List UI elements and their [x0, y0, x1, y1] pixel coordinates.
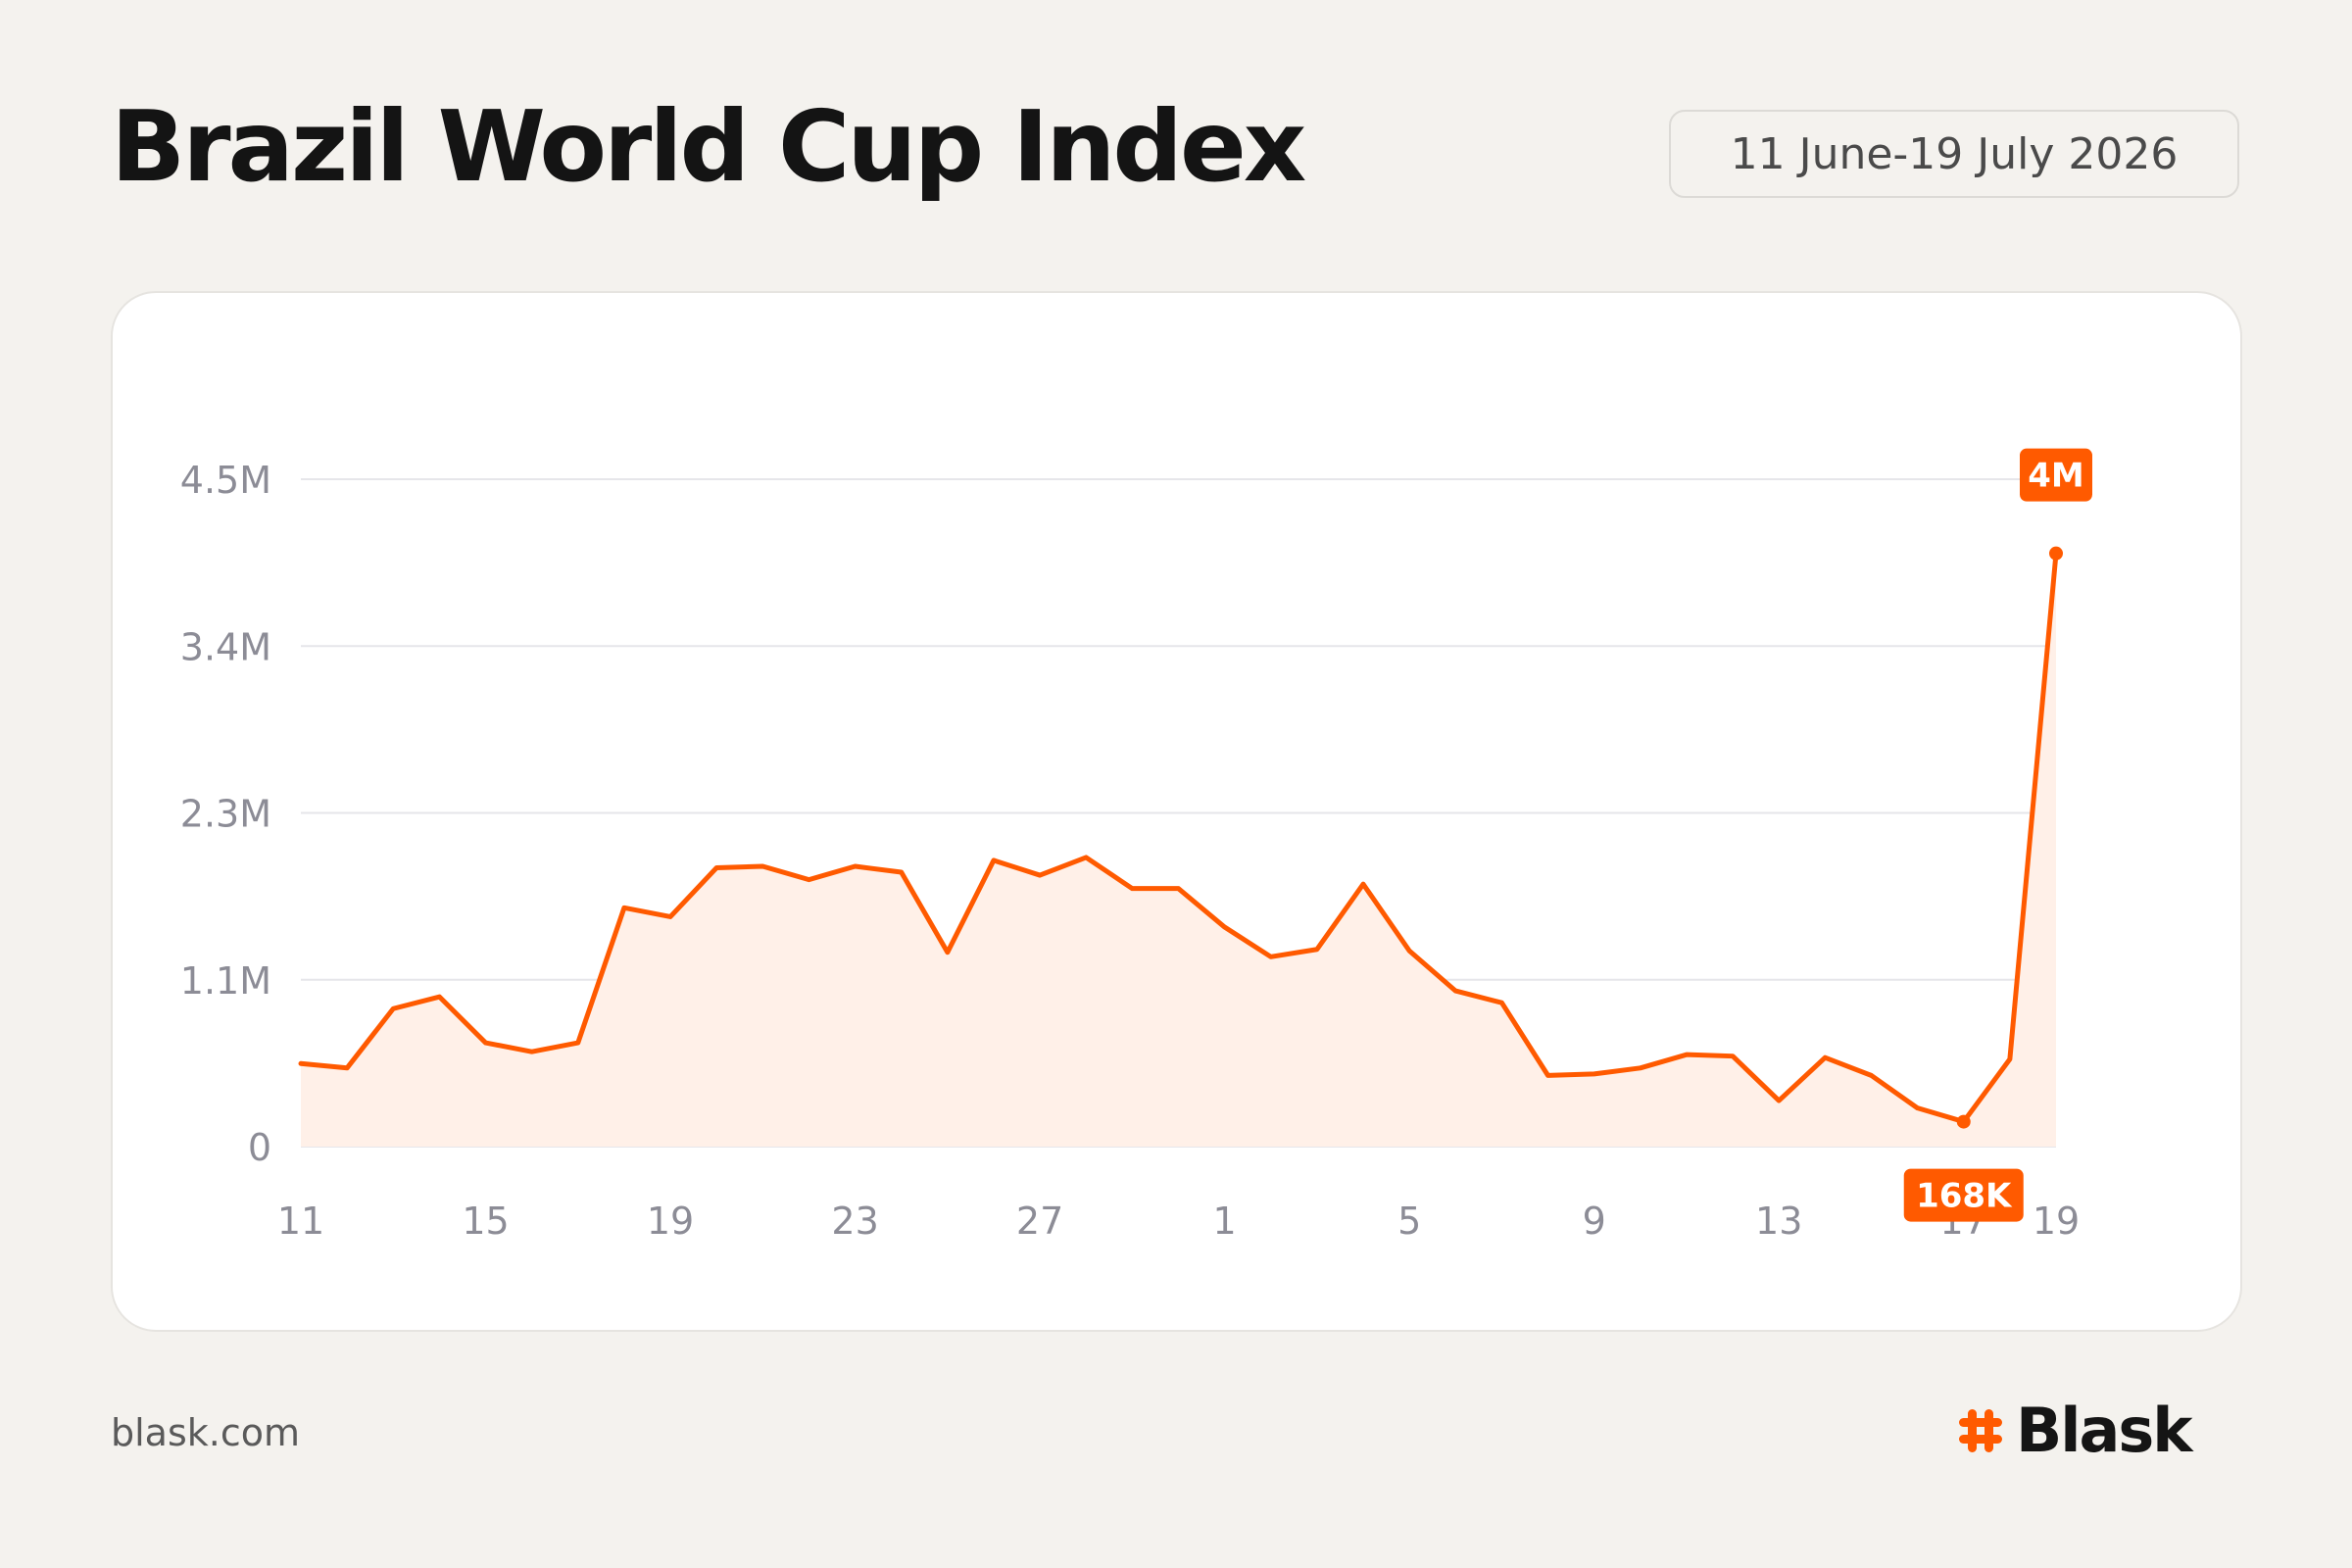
chart-card: 01.1M2.3M3.4M4.5M11151923271591317194M16…: [111, 291, 2242, 1332]
page-title: Brazil World Cup Index: [111, 89, 1306, 204]
x-tick-label: 13: [1755, 1200, 1802, 1243]
x-tick-label: 9: [1583, 1200, 1606, 1243]
y-tick-label: 4.5M: [180, 459, 271, 502]
x-tick-label: 23: [831, 1200, 878, 1243]
x-tick-label: 5: [1397, 1200, 1421, 1243]
chart: 01.1M2.3M3.4M4.5M11151923271591317194M16…: [180, 448, 2092, 1243]
annotation-label: 168K: [1916, 1177, 2013, 1216]
date-range-badge: 11 June-19 July 2026: [1669, 110, 2239, 198]
date-range-label: 11 June-19 July 2026: [1730, 128, 2179, 179]
annotation-label: 4M: [2028, 457, 2084, 496]
x-tick-label: 11: [277, 1200, 324, 1243]
annotation-point: [1956, 1114, 1971, 1129]
x-tick-label: 15: [462, 1200, 509, 1243]
site-url: blask.com: [111, 1411, 301, 1454]
y-tick-label: 2.3M: [180, 793, 271, 836]
brand-name: Blask: [2016, 1395, 2192, 1466]
x-tick-label: 1: [1213, 1200, 1237, 1243]
x-tick-label: 19: [647, 1200, 694, 1243]
series-area: [301, 553, 2056, 1147]
annotation-badge: [1903, 1168, 2024, 1222]
annotation-point: [2049, 546, 2063, 561]
brand-logo: Blask: [1955, 1395, 2192, 1466]
x-tick-label: 19: [2033, 1200, 2080, 1243]
x-tick-label: 27: [1016, 1200, 1063, 1243]
series-line: [298, 551, 2059, 1125]
y-tick-label: 1.1M: [180, 959, 271, 1003]
y-tick-label: 0: [248, 1126, 271, 1169]
y-tick-label: 3.4M: [180, 625, 271, 668]
hash-icon: [1959, 1408, 2002, 1452]
annotation-badge: [2020, 448, 2092, 502]
